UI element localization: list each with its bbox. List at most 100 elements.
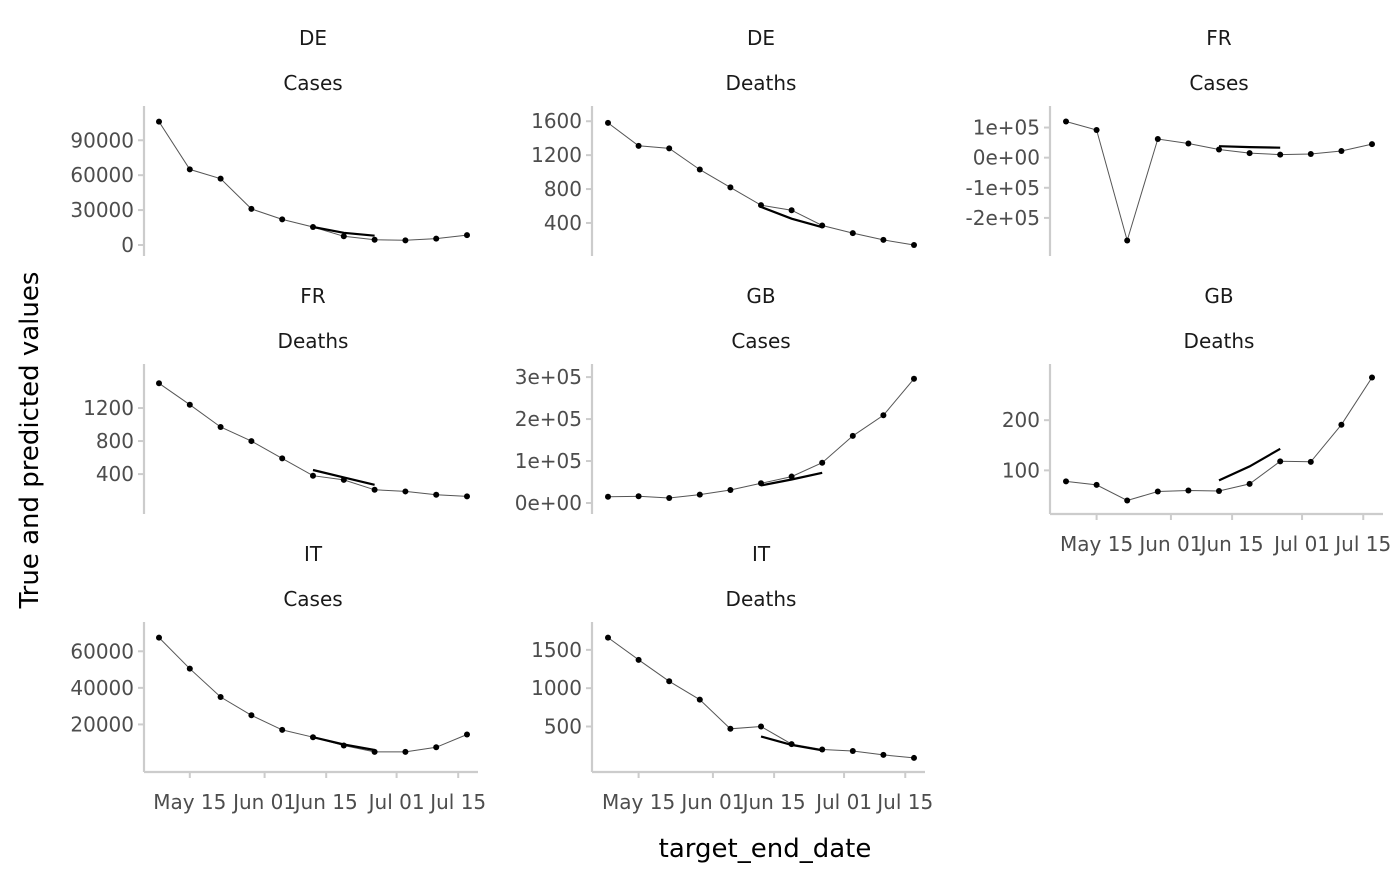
series-predicted-line xyxy=(312,225,375,237)
y-tick-label: -2e+05 xyxy=(966,206,1040,230)
series-true-line xyxy=(607,378,915,499)
y-tick-label: 60000 xyxy=(70,163,134,187)
series-true-point xyxy=(310,472,316,479)
y-tick-label: 100 xyxy=(1002,458,1040,482)
series-true-point xyxy=(248,205,255,212)
y-tick-label: 3e+05 xyxy=(515,365,582,389)
series-true-point xyxy=(788,473,795,480)
x-tick-label: Jun 15 xyxy=(741,790,806,814)
strip-label-location: FR xyxy=(1206,26,1232,50)
series-true-point xyxy=(1277,151,1284,158)
y-tick-label: 200 xyxy=(1002,408,1040,432)
strip-label-location: IT xyxy=(752,542,771,566)
y-tick-label: 60000 xyxy=(70,639,134,663)
series-true-line xyxy=(607,637,915,759)
series-true-point xyxy=(849,230,856,237)
series-true-point xyxy=(788,741,795,748)
strip-label-location: IT xyxy=(304,542,323,566)
series-predicted-line xyxy=(1218,447,1281,482)
series-true-point xyxy=(371,748,378,755)
series-true-point xyxy=(666,494,673,501)
y-tick-label: 0e+00 xyxy=(515,491,582,515)
series-true-point xyxy=(248,712,255,719)
x-tick-label: Jul 01 xyxy=(814,790,872,814)
panel-de-cases: DE Cases 0 30000 60000 90000 xyxy=(70,26,470,257)
x-tick-label: May 15 xyxy=(602,790,675,814)
series-true-point xyxy=(727,486,734,493)
series-true-point xyxy=(433,491,440,498)
strip-label-location: FR xyxy=(300,284,326,308)
series-true-point xyxy=(1246,150,1253,157)
y-tick-label: 0e+00 xyxy=(973,146,1040,170)
y-tick-label: 1500 xyxy=(531,638,582,662)
x-tick-label: Jun 01 xyxy=(1137,532,1202,556)
series-true-point xyxy=(605,493,611,500)
series-true-point xyxy=(1216,487,1222,494)
series-true-point xyxy=(880,751,887,758)
x-tick-label: Jul 15 xyxy=(1333,532,1391,556)
series-true-point xyxy=(819,222,826,229)
y-tick-label: 400 xyxy=(544,211,582,235)
series-true-point xyxy=(605,634,611,641)
series-true-line xyxy=(607,122,915,246)
y-tick-label: 1e+05 xyxy=(515,449,582,473)
series-true-point xyxy=(402,748,409,755)
series-true-point xyxy=(696,166,703,173)
series-true-point xyxy=(696,491,703,498)
series-true-point xyxy=(402,488,409,495)
series-true-point xyxy=(371,486,378,493)
series-true-point xyxy=(1307,458,1314,465)
strip-label-target: Deaths xyxy=(1184,329,1255,353)
y-tick-label: 20000 xyxy=(70,712,134,736)
strip-label-target: Deaths xyxy=(726,587,797,611)
series-true-point xyxy=(186,401,193,408)
strip-label-location: DE xyxy=(747,26,775,50)
series-true-point xyxy=(464,731,470,738)
panel-de-deaths: DE Deaths 400 800 1200 1600 xyxy=(531,26,917,256)
series-true-point xyxy=(1154,135,1161,142)
series-true-point xyxy=(1246,480,1253,487)
series-true-point xyxy=(279,216,286,223)
series-true-point xyxy=(880,412,887,419)
series-true-point xyxy=(696,696,703,703)
y-tick-label: 90000 xyxy=(70,128,134,152)
series-true-point xyxy=(156,380,162,387)
x-tick-label: Jul 15 xyxy=(428,790,486,814)
series-true-point xyxy=(217,694,224,700)
series-true-point xyxy=(1216,146,1222,153)
strip-label-location: DE xyxy=(299,26,327,50)
y-tick-label: 800 xyxy=(96,429,134,453)
strip-label-target: Cases xyxy=(1189,71,1248,95)
y-tick-label: 40000 xyxy=(70,676,134,700)
series-true-point xyxy=(402,237,409,244)
x-tick-label: Jun 15 xyxy=(1199,532,1264,556)
series-true-point xyxy=(880,236,887,243)
series-true-point xyxy=(340,233,347,240)
strip-label-target: Cases xyxy=(283,587,342,611)
series-true-point xyxy=(635,493,642,500)
strip-label-target: Deaths xyxy=(726,71,797,95)
y-tick-label: 800 xyxy=(544,177,582,201)
series-true-point xyxy=(464,232,470,239)
y-tick-label: 500 xyxy=(544,715,582,739)
x-tick-label: Jul 01 xyxy=(367,790,425,814)
series-true-point xyxy=(217,175,224,182)
series-true-point xyxy=(310,734,316,741)
series-true-point xyxy=(248,438,255,445)
series-true-point xyxy=(727,725,734,732)
series-true-line xyxy=(158,121,468,241)
series-true-point xyxy=(635,142,642,149)
y-tick-label: 0 xyxy=(121,233,134,257)
series-true-line xyxy=(158,382,468,497)
strip-label-location: GB xyxy=(1204,284,1233,308)
series-true-point xyxy=(156,118,162,125)
series-true-point xyxy=(464,493,470,500)
x-tick-label: Jun 01 xyxy=(679,790,744,814)
y-tick-label: 1e+05 xyxy=(973,116,1040,140)
series-true-point xyxy=(186,166,193,173)
